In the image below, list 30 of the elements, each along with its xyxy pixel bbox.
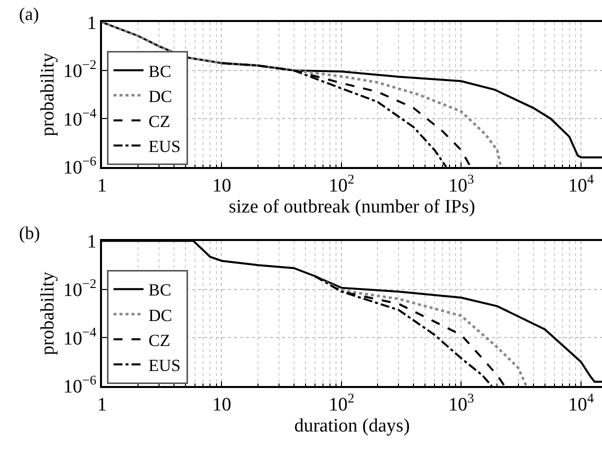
legend-label: BC [148,62,172,81]
y-tick-label: 1 [86,232,96,253]
y-tick-label: 10$^{−2}$ [63,57,96,82]
x-axis-title: duration (days) [294,416,410,437]
x-tick-label: 10$^{4}$ [568,390,594,416]
x-tick-label: 10 [212,394,232,416]
legend-label: DC [148,306,172,325]
x-axis-title: size of outbreak (number of IPs) [228,196,476,218]
legend-label: CZ [148,112,170,132]
x-tick-label: 10$^{3}$ [448,172,474,197]
legend-label: DC [148,86,172,106]
legend-label: CZ [148,330,170,350]
y-axis-title: probability [38,52,59,136]
x-tick-label: 10$^{2}$ [328,390,354,416]
y-tick-label: 1 [86,12,96,34]
x-tick-label: 10 [212,176,232,197]
x-tick-label: 10$^{4}$ [568,172,594,197]
chart-title: (b) [19,223,40,243]
legend-label: BC [148,280,172,300]
y-tick-label: 10$^{−4}$ [63,324,97,350]
y-tick-label: 10$^{−2}$ [63,276,96,301]
legend-label: EUS [148,356,181,375]
chart-title: (a) [19,4,39,24]
y-axis-title: probability [38,271,59,356]
y-tick-label: 10$^{−6}$ [63,372,97,398]
y-tick-label: 10$^{−6}$ [63,154,97,179]
x-tick-label: 10$^{3}$ [448,390,474,416]
x-tick-label: 10$^{2}$ [328,172,354,197]
legend-label: EUS [148,137,181,156]
y-tick-label: 10$^{−4}$ [63,105,97,130]
